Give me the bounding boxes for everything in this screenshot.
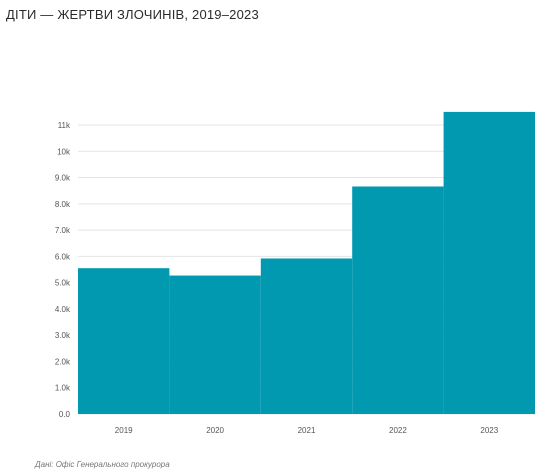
x-tick-label: 2021 (298, 426, 316, 435)
y-tick-label: 4.0k (55, 305, 71, 314)
bars (78, 111, 535, 415)
y-tick-label: 9.0k (55, 174, 71, 183)
x-tick-label: 2022 (389, 426, 407, 435)
y-axis-ticks: 0.0 1.0k 2.0k 3.0k 4.0k 5.0k 6.0k 7.0k 8.0k 9.0k 1… (55, 121, 71, 419)
y-tick-label: 3.0k (55, 331, 71, 340)
y-tick-label: 7.0k (55, 226, 71, 235)
y-tick-label: 6.0k (55, 252, 71, 261)
chart-title: ДІТИ — ЖЕРТВИ ЗЛОЧИНІВ, 2019–2023 (6, 7, 259, 22)
y-tick-label: 10k (57, 147, 71, 156)
x-axis-ticks: 2019 2020 2021 2022 2023 (115, 426, 499, 435)
bar-2019 (78, 268, 170, 414)
x-tick-label: 2020 (206, 426, 224, 435)
source-note: Дані: Офіс Генерального прокурора (35, 460, 170, 469)
y-tick-label: 5.0k (55, 279, 71, 288)
bar-2022 (352, 186, 444, 414)
y-tick-label: 1.0k (55, 384, 71, 393)
x-tick-label: 2019 (115, 426, 133, 435)
y-tick-label: 11k (58, 121, 71, 130)
y-tick-label: 0.0 (59, 410, 71, 419)
y-tick-label: 2.0k (55, 357, 71, 366)
bar-2023 (443, 111, 535, 415)
x-tick-label: 2023 (480, 426, 498, 435)
bar-2020 (169, 275, 261, 414)
bar-2021 (260, 258, 353, 414)
y-tick-label: 8.0k (55, 200, 71, 209)
